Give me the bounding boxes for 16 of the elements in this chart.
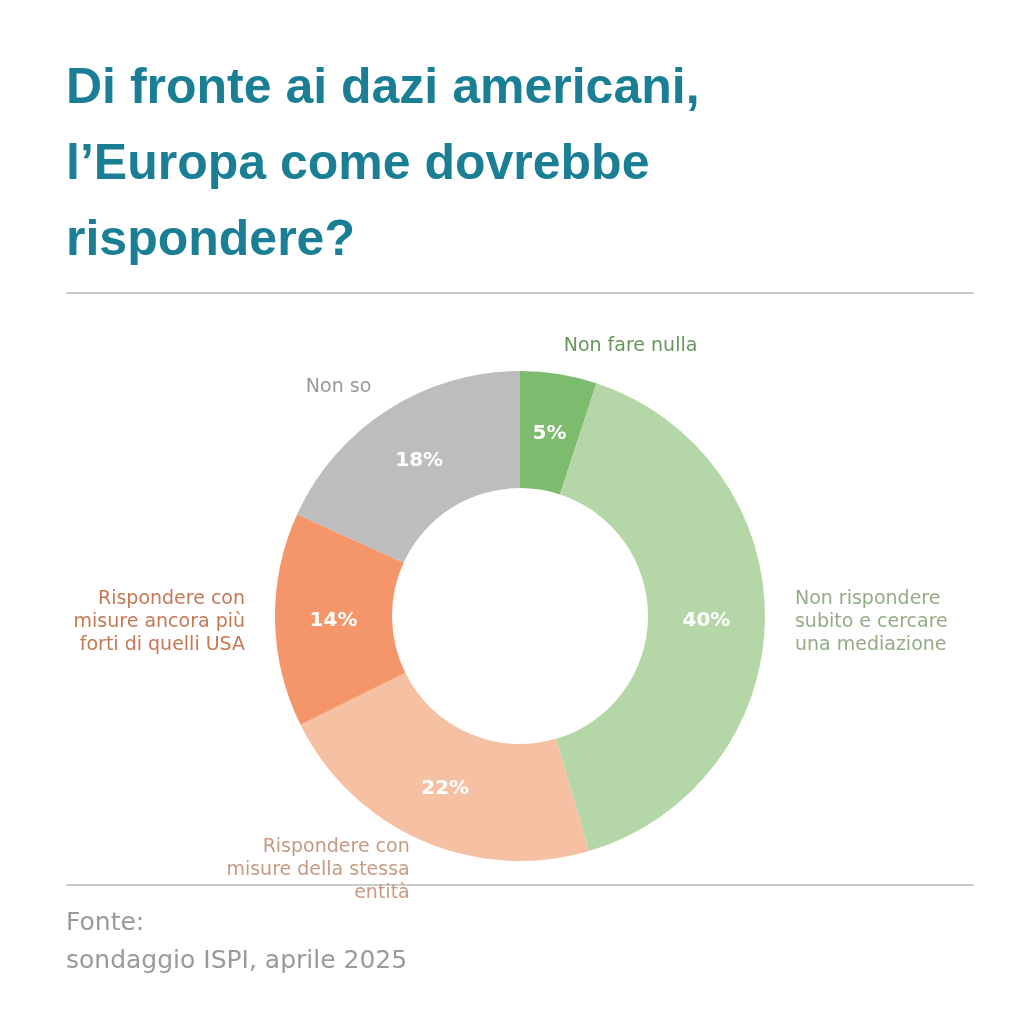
data-label: 40% [682,606,731,631]
slice-label: Non fare nulla [563,333,698,356]
donut-slice [275,514,406,725]
slice-label: Non so [305,373,372,396]
slice-label: Rispondere con misure della stessa entità [226,833,410,902]
slice-label: Rispondere con misure ancora più forti di quelli USA [73,586,246,655]
donut-slice [520,371,597,495]
data-label: 18% [395,447,444,472]
slice-label: Non rispondere subito e cercare una mediazione [794,586,948,655]
chart-title: Di fronte ai dazi americani, l’Europa come dovrebbe rispondere? [66,58,700,266]
data-label: 5% [532,419,567,444]
donut-slice [297,371,520,563]
data-label: 14% [309,606,358,631]
text: sondaggio ISPI, aprile 2025 [66,945,408,974]
source-note: Fonte: [66,907,145,936]
data-label: 22% [421,774,470,799]
